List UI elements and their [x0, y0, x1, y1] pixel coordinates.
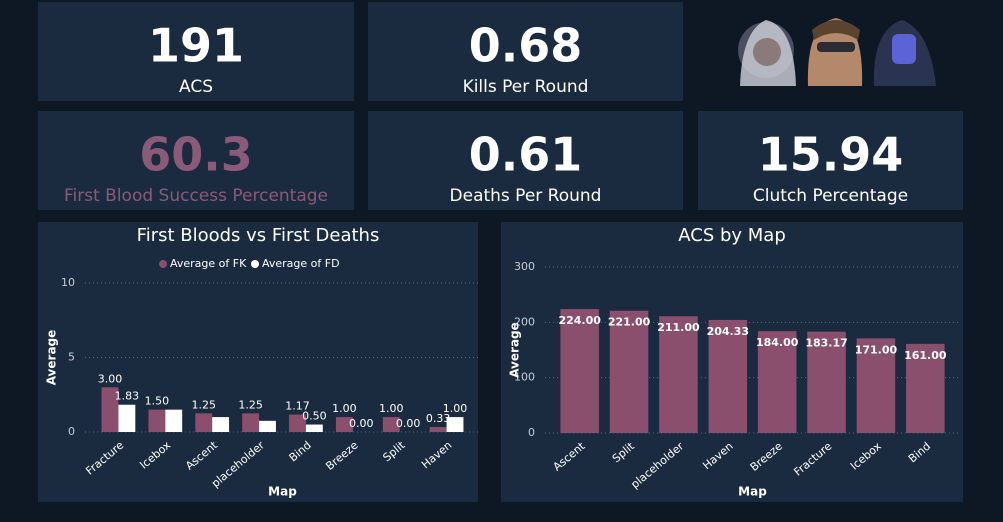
data-label: 224.00: [558, 314, 601, 327]
kpi-value: 0.68: [469, 19, 583, 73]
bar: [305, 424, 323, 432]
kpi-card: [38, 2, 354, 101]
data-label: 204.33: [707, 325, 749, 338]
bar: [560, 309, 599, 433]
data-label: 0.50: [302, 410, 327, 423]
bar: [148, 409, 166, 432]
kpi-card: [368, 2, 683, 101]
kpi-label: Clutch Percentage: [753, 186, 908, 206]
bar: [335, 417, 353, 432]
bar: [242, 413, 260, 432]
data-label: 161.00: [904, 349, 947, 362]
y-axis-title: Average: [45, 330, 59, 386]
bar: [429, 427, 447, 432]
data-label: 0.33: [426, 412, 451, 425]
data-label: 184.00: [756, 336, 799, 349]
kpi-card: [38, 111, 354, 210]
portrait: [817, 42, 855, 52]
kpi-label: First Blood Success Percentage: [64, 186, 328, 206]
y-tick-label: 100: [514, 371, 535, 384]
data-label: 0.00: [396, 417, 421, 430]
bar: [382, 417, 400, 432]
kpi-card: [698, 111, 963, 210]
data-label: 171.00: [855, 343, 898, 356]
data-label: 221.00: [608, 316, 651, 329]
kpi-value: 0.61: [469, 128, 583, 182]
legend-marker: [159, 260, 167, 268]
bar: [906, 343, 945, 433]
y-tick-label: 10: [61, 276, 75, 289]
data-label: 1.00: [443, 402, 468, 415]
kpi-value: 60.3: [139, 128, 253, 182]
kpi-card: [368, 111, 683, 210]
legend-label: Average of FK: [170, 257, 247, 270]
portrait: [812, 20, 860, 40]
kpi-label: Deaths Per Round: [450, 186, 602, 206]
y-tick-label: 0: [68, 425, 75, 438]
x-axis-title: Map: [738, 485, 767, 499]
data-label: 1.50: [145, 395, 170, 408]
data-label: 0.00: [349, 417, 374, 430]
bar: [807, 331, 846, 433]
data-label: 211.00: [657, 321, 700, 334]
x-axis-title: Map: [268, 485, 297, 499]
portraits: [698, 2, 963, 101]
bar: [212, 417, 230, 432]
kpi-label: Kills Per Round: [463, 77, 589, 97]
y-tick-label: 300: [514, 260, 535, 273]
chart-title: ACS by Map: [678, 225, 786, 246]
bar: [289, 414, 306, 432]
bar: [118, 404, 136, 432]
chart-title: First Bloods vs First Deaths: [137, 225, 380, 246]
kpi-value: 15.94: [758, 128, 904, 182]
kpi-value: 191: [148, 19, 244, 73]
data-label: 1.00: [379, 402, 404, 415]
y-tick-label: 200: [514, 315, 535, 328]
data-label: 1.83: [115, 390, 140, 403]
bar: [446, 417, 464, 432]
chart-panel: [38, 222, 478, 502]
bar: [101, 387, 119, 432]
legend-label: Average of FD: [262, 257, 340, 270]
bar: [259, 420, 276, 432]
portrait: [753, 38, 781, 66]
bar: [195, 413, 213, 432]
y-tick-label: 5: [68, 351, 75, 364]
bar: [708, 319, 748, 433]
kpi-label: ACS: [179, 77, 213, 97]
bar: [165, 409, 183, 432]
data-label: 3.00: [98, 372, 123, 385]
data-label: 1.17: [285, 400, 310, 413]
data-label: 183.17: [805, 337, 847, 350]
data-label: 1.25: [238, 398, 263, 411]
bar: [609, 310, 649, 433]
data-label: 1.25: [192, 398, 217, 411]
portrait: [892, 34, 916, 64]
legend-marker: [251, 260, 259, 268]
y-tick-label: 0: [528, 426, 535, 439]
data-label: 1.00: [332, 402, 357, 415]
bar: [659, 316, 698, 433]
bar: [856, 338, 896, 433]
bar: [757, 331, 797, 433]
y-axis-title: Average: [508, 322, 522, 378]
